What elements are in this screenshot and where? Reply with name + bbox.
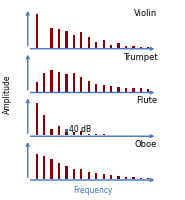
Bar xyxy=(95,42,97,48)
Bar xyxy=(102,174,105,179)
Bar xyxy=(147,89,149,92)
Bar xyxy=(65,166,68,179)
Bar xyxy=(51,70,53,92)
Bar xyxy=(88,37,90,48)
Bar xyxy=(102,40,105,48)
Bar xyxy=(80,32,83,48)
Bar xyxy=(65,31,68,48)
Bar xyxy=(102,85,105,92)
Bar xyxy=(95,134,97,135)
Bar xyxy=(36,154,38,179)
Bar xyxy=(51,129,53,135)
Bar xyxy=(125,88,127,92)
Bar xyxy=(110,86,112,92)
Bar xyxy=(117,87,120,92)
Bar xyxy=(102,134,105,135)
Text: Amplitude: Amplitude xyxy=(3,74,12,114)
Bar xyxy=(73,132,75,135)
Bar xyxy=(110,45,112,48)
Bar xyxy=(36,14,38,48)
Bar xyxy=(140,178,142,179)
Bar xyxy=(88,81,90,92)
Bar xyxy=(43,156,45,179)
Text: Oboe: Oboe xyxy=(135,140,157,149)
Bar xyxy=(43,73,45,92)
Bar xyxy=(73,35,75,48)
Bar xyxy=(117,176,120,179)
Bar xyxy=(36,103,38,135)
Bar xyxy=(58,72,60,92)
Bar xyxy=(125,46,127,48)
Bar xyxy=(58,126,60,135)
Bar xyxy=(132,88,134,92)
Text: Flute: Flute xyxy=(136,96,157,105)
Bar xyxy=(132,177,134,179)
Text: Trumpet: Trumpet xyxy=(123,53,157,62)
Bar xyxy=(43,115,45,135)
Bar xyxy=(65,129,68,135)
Bar xyxy=(110,175,112,179)
Bar xyxy=(73,73,75,92)
Bar xyxy=(140,88,142,92)
Text: Violin: Violin xyxy=(134,9,157,18)
Bar xyxy=(125,177,127,179)
Bar xyxy=(80,77,83,92)
Bar xyxy=(147,47,149,48)
Bar xyxy=(51,28,53,48)
Bar xyxy=(36,82,38,92)
Bar xyxy=(65,74,68,92)
Bar xyxy=(73,169,75,179)
Bar xyxy=(117,43,120,48)
Bar xyxy=(58,163,60,179)
Bar xyxy=(88,172,90,179)
Bar xyxy=(51,159,53,179)
Bar xyxy=(132,46,134,48)
Bar xyxy=(147,178,149,179)
Text: Frequency: Frequency xyxy=(73,186,112,195)
Bar xyxy=(88,134,90,135)
Bar xyxy=(80,169,83,179)
Bar xyxy=(140,47,142,48)
Bar xyxy=(95,173,97,179)
Bar xyxy=(95,84,97,92)
Text: 40 dB: 40 dB xyxy=(69,125,92,134)
Bar xyxy=(80,131,83,135)
Bar xyxy=(58,29,60,48)
